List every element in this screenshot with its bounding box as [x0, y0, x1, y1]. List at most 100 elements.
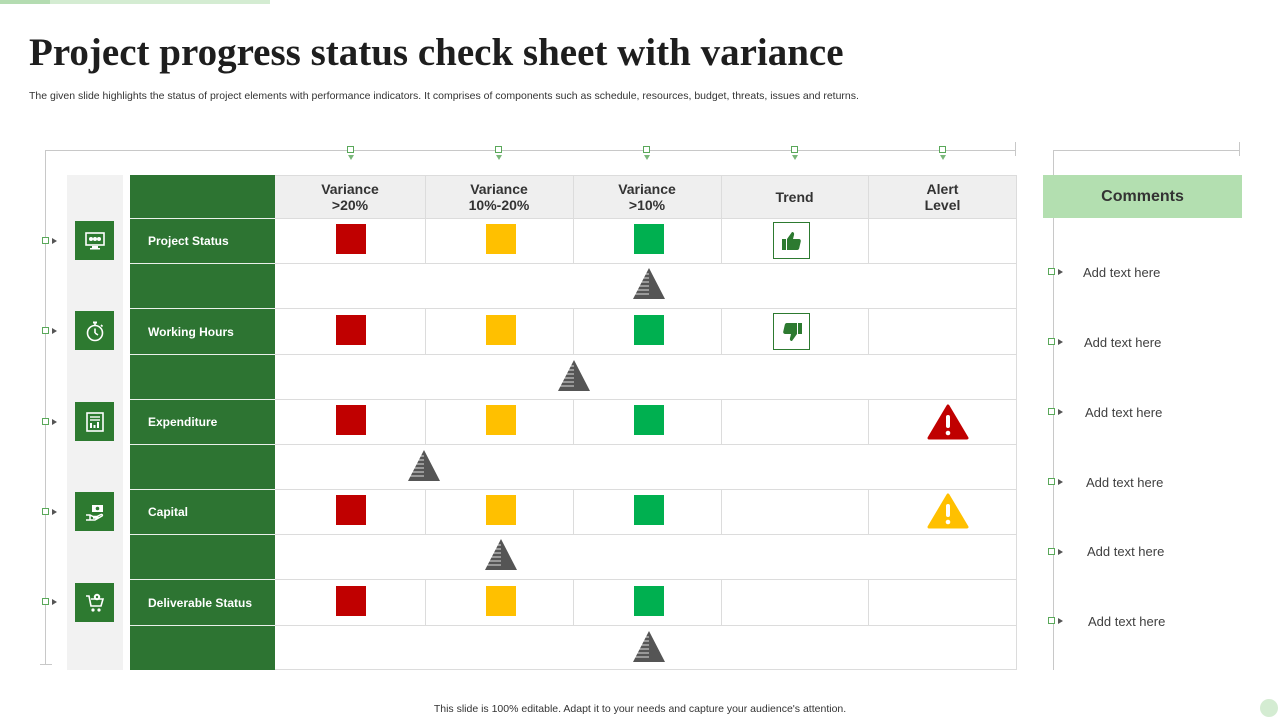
status-yellow: [486, 495, 516, 525]
comments-right-tick: [1239, 142, 1240, 156]
variance-marker-triangle: [558, 360, 590, 391]
column-marker: [643, 146, 650, 153]
grid-line: [721, 175, 722, 263]
grid-line: [425, 489, 426, 534]
category-divider: [130, 354, 275, 355]
grid-line: [275, 579, 1017, 580]
grid-line: [275, 625, 1017, 626]
table-header: [275, 175, 1017, 218]
status-green: [634, 495, 664, 525]
row-marker-arrow: [52, 419, 57, 425]
comment-text[interactable]: Add text here: [1083, 265, 1161, 280]
row-marker: [42, 237, 49, 244]
grid-line: [425, 175, 426, 263]
comment-marker-arrow: [1058, 409, 1063, 415]
comment-marker: [1048, 408, 1055, 415]
cart-gear-icon: [75, 583, 114, 622]
grid-line: [868, 489, 869, 534]
grid-line: [425, 579, 426, 625]
comment-marker-arrow: [1058, 339, 1063, 345]
document-chart-icon: [75, 402, 114, 441]
header-line2: 10%-20%: [468, 196, 530, 213]
category-divider: [130, 489, 275, 490]
row-marker-arrow: [52, 328, 57, 334]
grid-line: [573, 175, 574, 263]
grid-line: [275, 489, 1017, 490]
grid-line: [275, 534, 1017, 535]
grid-line: [275, 354, 1017, 355]
column-marker-arrow: [644, 155, 650, 160]
status-red: [336, 315, 366, 345]
grid-line: [425, 399, 426, 444]
hand-money-icon: [75, 492, 114, 531]
grid-line: [275, 218, 1017, 219]
comment-text[interactable]: Add text here: [1085, 405, 1163, 420]
corner-decoration: [1260, 699, 1278, 717]
column-marker-arrow: [348, 155, 354, 160]
trend-thumbs-up: [773, 222, 810, 259]
category-divider: [130, 263, 275, 264]
comment-marker-arrow: [1058, 269, 1063, 275]
row-marker: [42, 508, 49, 515]
comment-marker-arrow: [1058, 479, 1063, 485]
comment-text[interactable]: Add text here: [1088, 614, 1166, 629]
grid-line: [868, 579, 869, 625]
column-marker-arrow: [496, 155, 502, 160]
row-label-capital: Capital: [148, 505, 189, 519]
grid-line: [275, 444, 1017, 445]
row-marker: [42, 418, 49, 425]
header-line2: >20%: [331, 196, 369, 213]
grid-line: [573, 579, 574, 625]
category-divider: [130, 579, 275, 580]
header-line1: Variance: [321, 180, 379, 197]
top-accent-bar: [0, 0, 270, 4]
comment-text[interactable]: Add text here: [1086, 475, 1164, 490]
grid-line: [868, 308, 869, 354]
status-green: [634, 315, 664, 345]
status-red: [336, 495, 366, 525]
bottom-guide-tick: [40, 664, 52, 665]
status-yellow: [486, 315, 516, 345]
grid-line: [275, 263, 1017, 264]
thumbs-up-icon: [781, 231, 801, 250]
row-marker-arrow: [52, 509, 57, 515]
grid-line: [275, 399, 1017, 400]
header-line1: Alert: [926, 180, 959, 197]
page-title: Project progress status check sheet with…: [29, 31, 844, 74]
variance-marker-triangle: [485, 539, 517, 570]
status-yellow: [486, 224, 516, 254]
status-green: [634, 586, 664, 616]
header-line1: Variance: [470, 180, 528, 197]
thumbs-down-icon: [782, 322, 802, 341]
stopwatch-icon: [75, 311, 114, 350]
column-marker-arrow: [792, 155, 798, 160]
comments-header: Comments: [1043, 175, 1242, 218]
comment-text[interactable]: Add text here: [1087, 544, 1165, 559]
right-guide-tick: [1015, 142, 1016, 156]
grid-line: [868, 175, 869, 263]
grid-line: [721, 489, 722, 534]
status-yellow: [486, 586, 516, 616]
status-red: [336, 405, 366, 435]
grid-line: [573, 489, 574, 534]
column-marker: [791, 146, 798, 153]
row-marker: [42, 327, 49, 334]
comment-marker: [1048, 478, 1055, 485]
category-divider: [130, 218, 275, 219]
comment-marker: [1048, 268, 1055, 275]
category-divider: [130, 308, 275, 309]
top-guide-line: [45, 150, 1015, 151]
comment-text[interactable]: Add text here: [1084, 335, 1162, 350]
variance-marker-triangle: [408, 450, 440, 481]
row-label-expenditure: Expenditure: [148, 415, 218, 429]
grid-line: [721, 579, 722, 625]
grid-line: [573, 399, 574, 444]
row-label-project-status: Project Status: [148, 234, 229, 248]
red-warning-icon: [927, 404, 969, 440]
comment-marker-arrow: [1058, 549, 1063, 555]
left-guide-line: [45, 150, 46, 665]
comments-guide-line: [1053, 150, 1240, 151]
page-subtitle: The given slide highlights the status of…: [29, 90, 859, 102]
category-divider: [130, 534, 275, 535]
status-yellow: [486, 405, 516, 435]
